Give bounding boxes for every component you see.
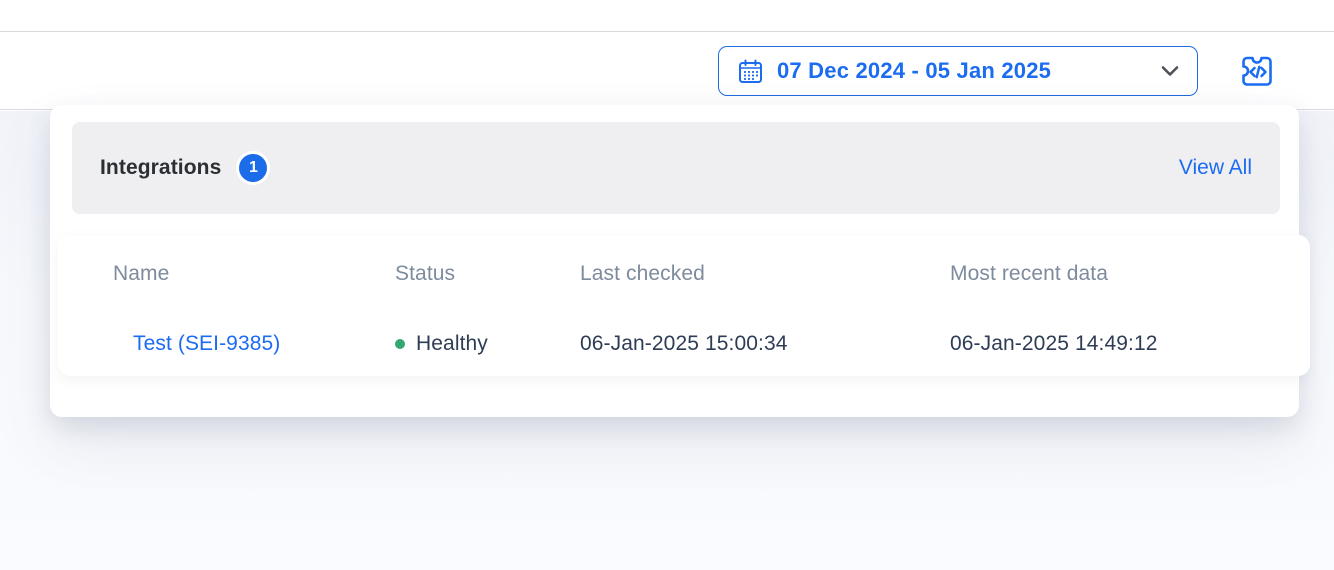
widgets-code-icon-button[interactable] <box>1236 50 1278 92</box>
chevron-down-icon <box>1161 65 1179 77</box>
widgets-code-icon <box>1237 51 1277 91</box>
integration-most-recent-data-cell: 06-Jan-2025 14:49:12 <box>950 332 1158 355</box>
integration-status-label: Healthy <box>416 332 488 355</box>
table-header-row: Name Status Last checked Most recent dat… <box>58 235 1310 313</box>
date-range-label: 07 Dec 2024 - 05 Jan 2025 <box>777 58 1052 83</box>
integrations-title: Integrations <box>100 156 222 179</box>
calendar-icon <box>737 58 764 85</box>
column-header-name: Name <box>113 262 170 285</box>
healthy-dot-icon <box>395 339 405 349</box>
integrations-count-badge: 1 <box>236 151 271 185</box>
column-header-most-recent-data: Most recent data <box>950 262 1109 285</box>
view-all-link[interactable]: View All <box>1178 156 1252 179</box>
table-row: Test (SEI-9385) Healthy 06-Jan-2025 15:0… <box>58 313 1310 375</box>
integration-last-checked-cell: 06-Jan-2025 15:00:34 <box>580 332 788 355</box>
integration-name-link[interactable]: Test (SEI-9385) <box>133 332 281 355</box>
integration-status-cell: Healthy <box>395 332 580 356</box>
date-range-button[interactable]: 07 Dec 2024 - 05 Jan 2025 <box>718 46 1198 96</box>
integrations-title-group: Integrations 1 <box>100 151 271 185</box>
integration-name-cell: Test (SEI-9385) <box>113 332 395 356</box>
column-header-last-checked: Last checked <box>580 262 705 285</box>
integrations-table-card: Name Status Last checked Most recent dat… <box>58 235 1310 376</box>
integrations-popover: Integrations 1 View All Name Status Last… <box>50 105 1310 417</box>
top-nav-strip <box>0 0 1334 32</box>
integrations-popover-header: Integrations 1 View All <box>72 122 1280 214</box>
column-header-status: Status <box>395 262 456 285</box>
